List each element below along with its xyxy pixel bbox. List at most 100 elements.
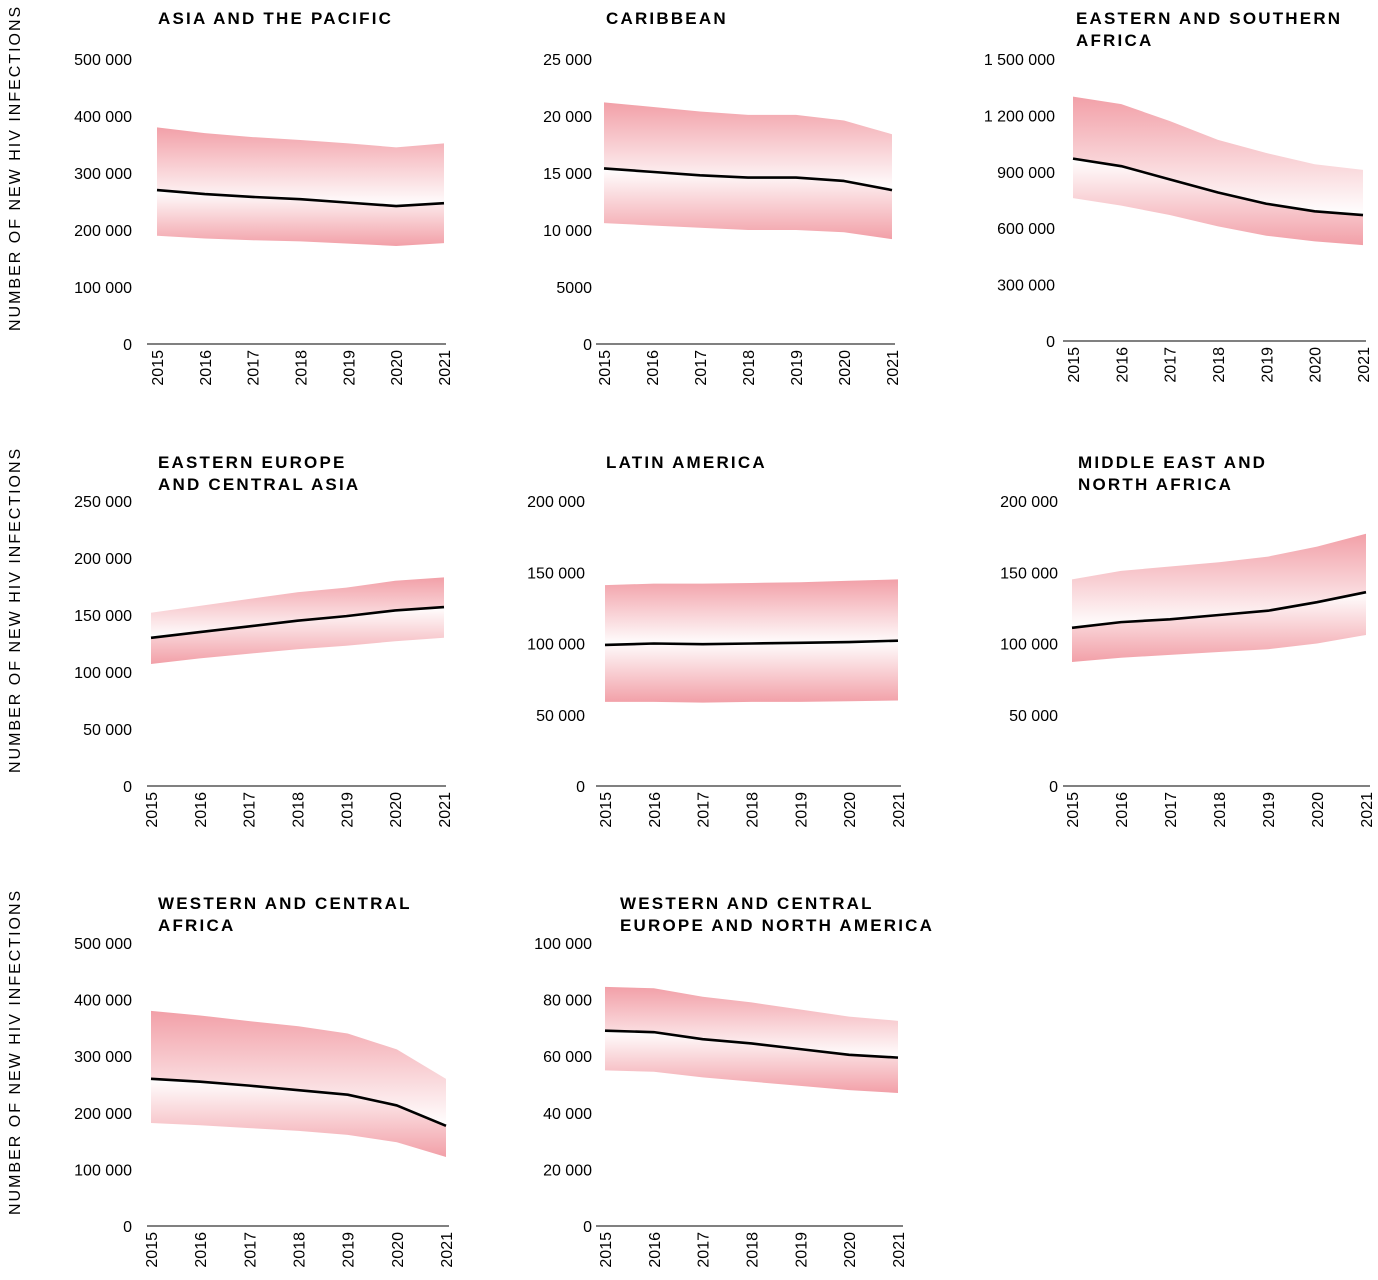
uncertainty-band-upper <box>157 127 444 207</box>
x-tick-label: 2017 <box>246 350 263 386</box>
y-tick-label: 300 000 <box>74 1049 132 1066</box>
y-tick-label: 50 000 <box>83 722 132 739</box>
x-tick-label: 2016 <box>198 350 215 386</box>
uncertainty-band-upper <box>605 579 898 645</box>
x-tick-label: 2020 <box>389 350 406 386</box>
y-tick-label: 0 <box>123 337 132 354</box>
y-tick-label: 20 000 <box>543 1162 592 1179</box>
y-tick-label: 10 000 <box>543 223 592 240</box>
panel-8: 0 20 000 40 000 60 000 80 000 100 000 2015 2016… <box>534 936 908 1268</box>
y-tick-label: 500 000 <box>74 52 132 69</box>
x-tick-label: 2015 <box>1066 347 1083 383</box>
uncertainty-band-lower <box>604 168 892 240</box>
panel-title-latin-america: LATIN AMERICA <box>606 453 767 472</box>
x-tick-label: 2019 <box>339 792 356 828</box>
x-tick-label: 2015 <box>597 350 614 386</box>
x-tick-label: 2017 <box>242 792 259 828</box>
x-tick-label: 2018 <box>292 1232 309 1268</box>
y-tick-label: 300 000 <box>997 278 1055 295</box>
panel-5: 0 50 000 100 000 150 000 200 000 2015 2016 2017… <box>527 494 908 828</box>
y-tick-label: 1 500 000 <box>984 52 1055 69</box>
uncertainty-band-upper <box>605 986 898 1058</box>
x-tick-label: 2019 <box>793 1232 810 1268</box>
x-tick-label: 2018 <box>745 792 762 828</box>
x-tick-label: 2017 <box>242 1232 259 1268</box>
y-tick-label: 100 000 <box>534 936 592 953</box>
x-tick-label: 2016 <box>647 1232 664 1268</box>
y-tick-label: 50 000 <box>536 708 585 725</box>
uncertainty-band-upper <box>151 577 444 638</box>
y-tick-label: 250 000 <box>74 494 132 511</box>
y-tick-label: 0 <box>123 779 132 796</box>
x-tick-label: 2017 <box>693 350 710 386</box>
x-tick-label: 2016 <box>645 350 662 386</box>
uncertainty-band-lower <box>1073 158 1363 246</box>
y-tick-label: 5000 <box>556 280 592 297</box>
estimate-line <box>604 1029 899 1059</box>
uncertainty-band-upper <box>151 1010 446 1126</box>
y-tick-label: 200 000 <box>74 223 132 240</box>
estimate-line <box>1072 157 1364 217</box>
x-tick-label: 2015 <box>144 792 161 828</box>
estimate-line <box>150 1077 447 1128</box>
x-tick-label: 2015 <box>598 792 615 828</box>
y-tick-label: 300 000 <box>74 166 132 183</box>
y-tick-label: 150 000 <box>527 565 585 582</box>
x-tick-label: 2021 <box>1359 792 1376 828</box>
x-tick-label: 2018 <box>1212 792 1229 828</box>
x-tick-label: 2020 <box>842 1232 859 1268</box>
x-tick-label: 2021 <box>885 350 902 386</box>
y-tick-label: 100 000 <box>527 637 585 654</box>
y-tick-label: 0 <box>123 1219 132 1236</box>
y-tick-label: 15 000 <box>543 166 592 183</box>
panel-title-eastern-southern-africa: EASTERN AND SOUTHERN AFRICA <box>1076 9 1343 50</box>
x-tick-label: 2021 <box>891 1232 908 1268</box>
uncertainty-band-lower <box>605 1030 898 1093</box>
x-tick-label: 2017 <box>696 792 713 828</box>
panel-title-middle-east-north-africa: MIDDLE EAST AND NORTH AFRICA <box>1078 453 1268 494</box>
x-tick-label: 2019 <box>1261 792 1278 828</box>
estimate-line <box>1071 590 1367 630</box>
y-tick-label: 200 000 <box>1000 494 1058 511</box>
uncertainty-band-lower <box>151 1078 446 1157</box>
panel-title-asia-pacific: ASIA AND THE PACIFIC <box>158 9 394 28</box>
y-tick-label: 200 000 <box>74 1106 132 1123</box>
panel-title-caribbean: CARIBBEAN <box>606 9 728 28</box>
x-tick-label: 2021 <box>439 1232 456 1268</box>
y-tick-label: 50 000 <box>1009 708 1058 725</box>
y-tick-label: 150 000 <box>74 608 132 625</box>
x-tick-label: 2019 <box>793 792 810 828</box>
x-tick-label: 2017 <box>1163 792 1180 828</box>
y-tick-label: 0 <box>1049 779 1058 796</box>
panel-1: 0 100 000 200 000 300 000 400 000 500 000 2015… <box>74 52 454 386</box>
y-tick-label: 100 000 <box>74 280 132 297</box>
x-tick-label: 2017 <box>696 1232 713 1268</box>
y-tick-label: 0 <box>583 337 592 354</box>
x-tick-label: 2015 <box>1065 792 1082 828</box>
x-tick-label: 2020 <box>388 792 405 828</box>
y-tick-label: 600 000 <box>997 221 1055 238</box>
panel-title-eastern-europe-central-asia: EASTERN EUROPE AND CENTRAL ASIA <box>158 453 361 494</box>
estimate-line <box>156 188 445 208</box>
panel-6: 0 50 000 100 000 150 000 200 000 2015 2016 2017… <box>1000 494 1376 828</box>
x-tick-label: 2021 <box>437 792 454 828</box>
y-tick-label: 0 <box>1046 334 1055 351</box>
panel-2: 0 5000 10 000 15 000 20 000 25 000 2015 2016 201… <box>543 52 902 386</box>
x-tick-label: 2019 <box>789 350 806 386</box>
y-tick-label: 900 000 <box>997 165 1055 182</box>
x-tick-label: 2018 <box>294 350 311 386</box>
x-tick-label: 2015 <box>598 1232 615 1268</box>
x-tick-label: 2020 <box>842 792 859 828</box>
y-tick-label: 500 000 <box>74 936 132 953</box>
uncertainty-band-lower <box>151 607 444 665</box>
x-tick-label: 2016 <box>193 792 210 828</box>
estimate-line <box>150 605 445 640</box>
x-tick-label: 2016 <box>1114 792 1131 828</box>
panel-3: 0 300 000 600 000 900 000 1 200 000 1 500 000… <box>984 52 1373 383</box>
x-tick-label: 2019 <box>1259 347 1276 383</box>
x-tick-label: 2016 <box>193 1232 210 1268</box>
estimate-line <box>603 167 893 192</box>
uncertainty-band-lower <box>605 640 898 703</box>
x-tick-label: 2015 <box>150 350 167 386</box>
